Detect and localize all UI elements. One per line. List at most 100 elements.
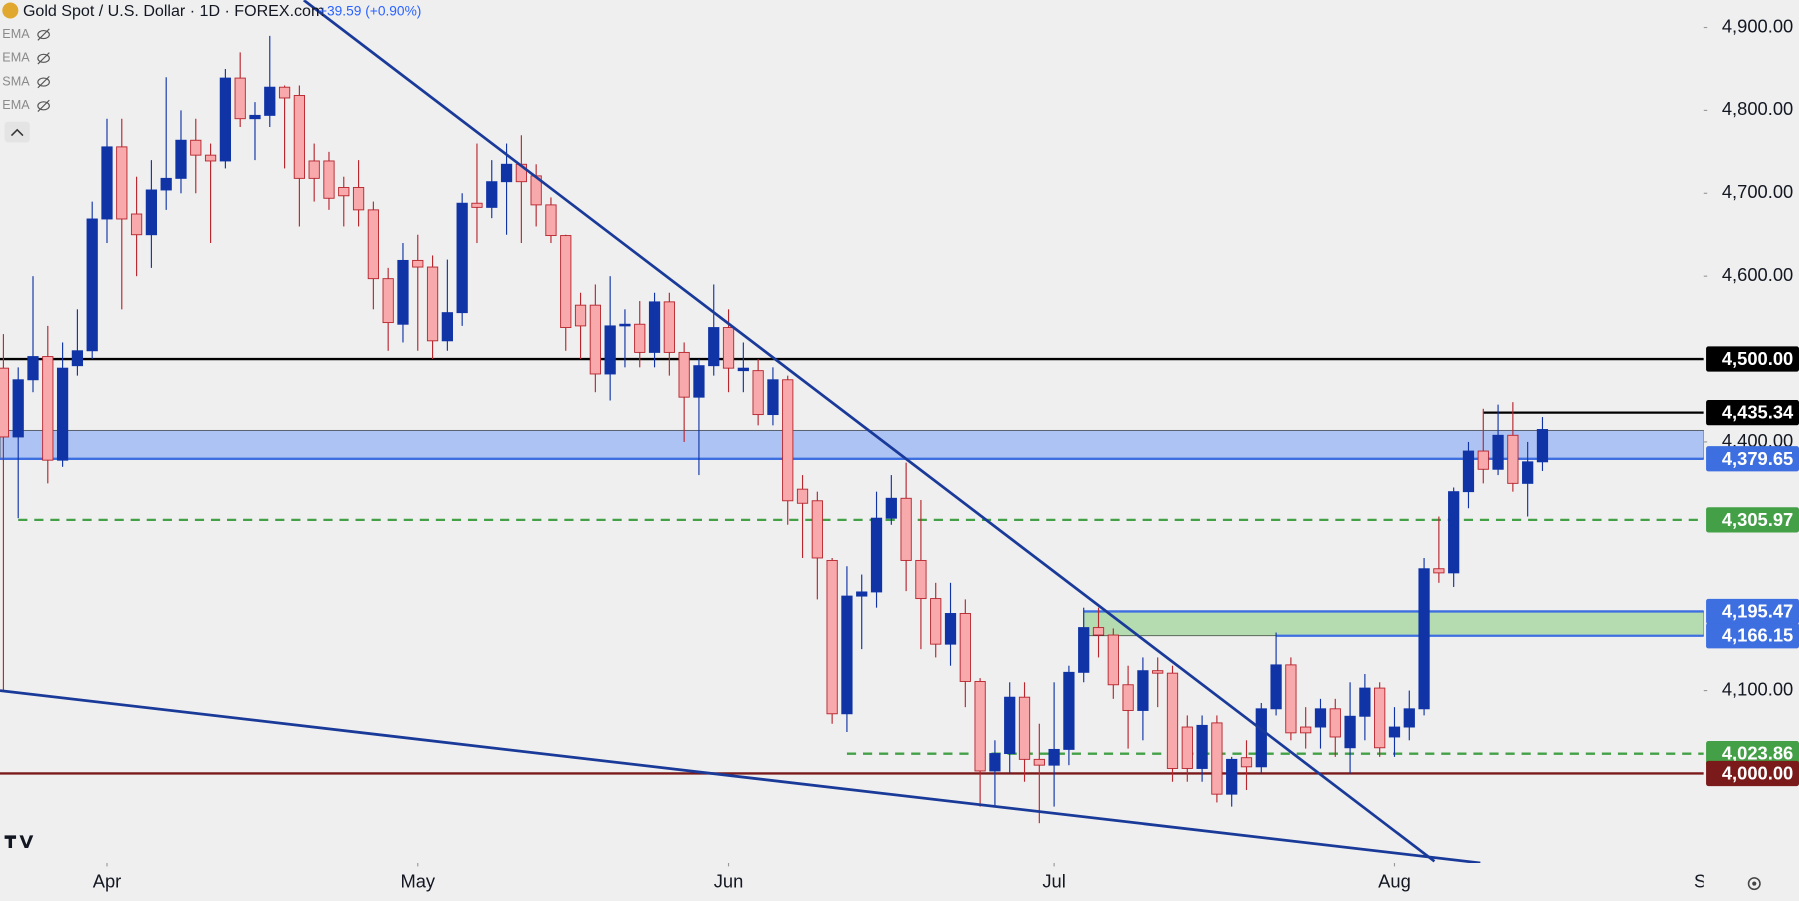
candle-body (308, 160, 320, 179)
candle-body (27, 356, 39, 381)
candle-body (101, 146, 113, 220)
collapse-button[interactable] (4, 121, 30, 143)
candle-body (1477, 450, 1489, 470)
visibility-icon (37, 53, 50, 63)
visibility-icon (37, 30, 50, 40)
candle-body (249, 114, 261, 120)
candle-body (1226, 758, 1238, 795)
price-label: 4,166.15 (1722, 625, 1793, 646)
indicator-label: EMA (2, 98, 30, 112)
candle-body (1152, 670, 1164, 674)
candle-body (841, 595, 853, 715)
candle-body (382, 278, 394, 324)
x-tick-label: Se (1694, 870, 1716, 891)
candle-body (1033, 758, 1045, 766)
price-change: +39.59 (+0.90%) (319, 3, 421, 18)
candle-body (708, 327, 720, 367)
price-label-box (1706, 760, 1799, 787)
candle-body (338, 187, 350, 197)
candle-body (219, 77, 232, 162)
visibility-slash (37, 99, 50, 112)
candle-body (1374, 687, 1386, 749)
candle-body (1270, 664, 1282, 710)
collapse-icon (10, 128, 24, 137)
x-tick-label: Jun (714, 870, 744, 891)
candle-body (204, 154, 217, 162)
candle-body (1078, 627, 1090, 673)
candle-body (293, 95, 305, 179)
price-label: 4,023.86 (1722, 743, 1793, 764)
candle-body (1492, 434, 1504, 470)
candle-body (367, 209, 379, 280)
price-label: 4,435.34 (1722, 402, 1794, 423)
price-label-box (1706, 400, 1799, 426)
candle-body (1536, 429, 1549, 463)
candle-body (234, 77, 246, 120)
candle-body (1359, 687, 1371, 717)
candle-body (500, 163, 513, 183)
y-tick-label: 4,800.00 (1722, 98, 1793, 119)
candle-body (604, 325, 616, 375)
visibility-slash (37, 28, 50, 41)
candle-body (989, 753, 1001, 772)
candle-body (1285, 664, 1297, 734)
candle-body (0, 367, 10, 438)
indicator-label: EMA (2, 27, 30, 41)
y-tick-label: 4,700.00 (1722, 181, 1793, 202)
candle-body (752, 370, 764, 416)
y-tick-label: 4,400.00 (1722, 430, 1793, 451)
candle-body (1107, 634, 1119, 686)
candle-body (930, 598, 942, 645)
candle-body (323, 160, 335, 199)
price-label: 4,195.47 (1722, 600, 1793, 621)
price-label-box (1706, 623, 1799, 649)
candle-body (397, 259, 409, 325)
plot-area (0, 0, 1704, 863)
price-label-box (1706, 346, 1799, 372)
candle-body (1418, 568, 1430, 710)
y-tick-label: 4,600.00 (1722, 264, 1793, 285)
candle-body (145, 189, 158, 236)
settings-icon[interactable] (1747, 877, 1761, 891)
candle-body (1137, 670, 1149, 711)
candle-body (56, 367, 69, 461)
candle-body (648, 301, 661, 353)
candle-body (352, 187, 365, 211)
trendline (302, 0, 1436, 863)
candle-body (1255, 708, 1267, 768)
price-label: 4,500.00 (1722, 348, 1793, 369)
indicator-label: SMA (2, 74, 30, 88)
candle-body (974, 680, 986, 772)
candle-body (1240, 757, 1253, 768)
indicator-list: EMA EMA SMA EMA (2, 27, 50, 112)
candle-body (71, 350, 84, 367)
candle-body (1196, 724, 1208, 769)
candle-body (1300, 726, 1312, 734)
candle-body (130, 213, 143, 236)
candle-body (811, 500, 823, 559)
symbol-icon[interactable] (2, 2, 19, 19)
candle-body (737, 367, 749, 372)
visibility-slash (37, 52, 50, 65)
candle-body (1462, 450, 1475, 493)
trendline (0, 689, 1481, 863)
zone (1083, 611, 1704, 637)
candle-body (870, 517, 883, 593)
candle-body (456, 202, 468, 314)
chart-title[interactable]: Gold Spot / U.S. Dollar · 1D · FOREX.com (23, 2, 324, 20)
x-axis: Apr May Jun Jul Aug Se (93, 862, 1716, 891)
candle-body (959, 613, 971, 682)
visibility-icon (37, 101, 50, 111)
candle-body (545, 204, 557, 237)
candle-body (826, 559, 838, 715)
candle-body (944, 613, 957, 645)
tv-logo[interactable] (4, 835, 34, 849)
price-label-box (1706, 598, 1799, 625)
candle-body (900, 497, 912, 561)
candle-body (634, 323, 646, 353)
candle-body (42, 356, 54, 461)
candle-body (86, 218, 98, 352)
price-label: 4,305.97 (1722, 509, 1793, 530)
x-tick-label: Apr (93, 870, 122, 891)
